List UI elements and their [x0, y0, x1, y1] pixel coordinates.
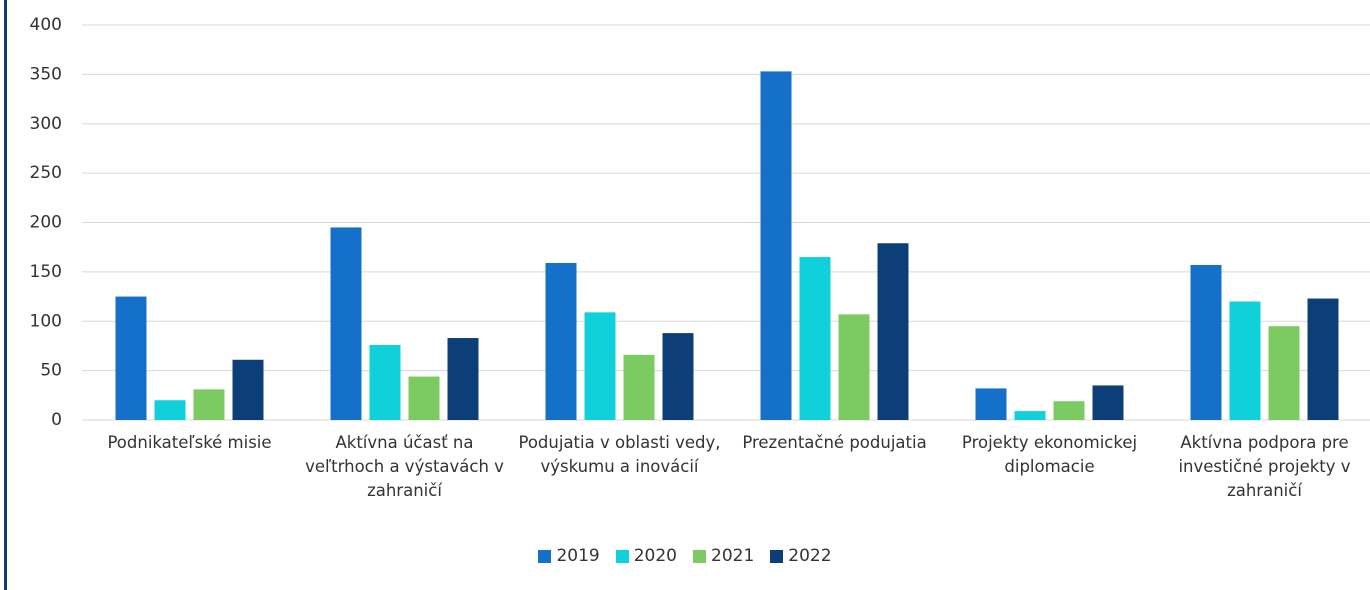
legend-swatch — [770, 549, 784, 563]
bar — [408, 376, 440, 420]
y-tick-label: 400 — [30, 15, 62, 35]
y-tick-label: 300 — [30, 114, 62, 134]
y-tick-label: 350 — [30, 64, 62, 84]
bar — [838, 314, 870, 420]
legend-label: 2021 — [711, 546, 755, 566]
y-tick-label: 0 — [51, 410, 62, 430]
legend-swatch — [538, 549, 552, 563]
bar — [330, 227, 362, 420]
bar — [799, 257, 831, 420]
bar — [232, 359, 264, 420]
y-tick-label: 200 — [30, 213, 62, 233]
legend-item: 2019 — [538, 546, 600, 566]
y-tick-label: 100 — [30, 311, 62, 331]
bar — [760, 71, 792, 420]
bar — [1190, 264, 1222, 420]
legend-label: 2020 — [633, 546, 677, 566]
x-tick-label: Aktívna účasť na veľtrhoch a výstavách v… — [305, 433, 504, 500]
legend-swatch — [615, 549, 629, 563]
bar — [662, 333, 694, 420]
bar — [1092, 385, 1124, 420]
bar — [1307, 298, 1339, 420]
bar — [193, 389, 225, 420]
bar — [623, 354, 655, 420]
y-tick-label: 50 — [40, 361, 62, 381]
x-tick-label: Aktívna podpora pre investičné projekty … — [1178, 433, 1351, 500]
x-tick-label: Prezentačné podujatia — [742, 433, 927, 452]
bar — [877, 243, 909, 420]
legend-item: 2022 — [770, 546, 832, 566]
legend-item: 2021 — [693, 546, 754, 566]
legend-swatch — [693, 549, 706, 563]
x-tick-label: Podujatia v oblasti vedy, výskumu a inov… — [518, 433, 721, 476]
y-tick-label: 150 — [30, 262, 62, 282]
x-tick-label: Podnikateľské misie — [107, 433, 272, 452]
bar — [115, 296, 147, 420]
legend-label: 2022 — [788, 546, 832, 566]
bar — [1229, 301, 1261, 420]
bar — [447, 338, 479, 420]
bar — [154, 400, 186, 420]
left-border — [4, 0, 7, 590]
x-tick-label: Projekty ekonomickej diplomacie — [961, 433, 1138, 476]
bar — [584, 312, 616, 420]
legend-label: 2019 — [556, 546, 600, 566]
bar — [369, 344, 401, 420]
bar — [1053, 401, 1085, 420]
legend-item: 2020 — [615, 546, 677, 566]
legend: 2019 2020 2021 2022 — [0, 546, 1370, 566]
bar — [1268, 326, 1300, 420]
y-tick-label: 250 — [30, 163, 62, 183]
bar — [1014, 411, 1046, 420]
bar — [545, 262, 577, 420]
bar — [975, 388, 1007, 420]
